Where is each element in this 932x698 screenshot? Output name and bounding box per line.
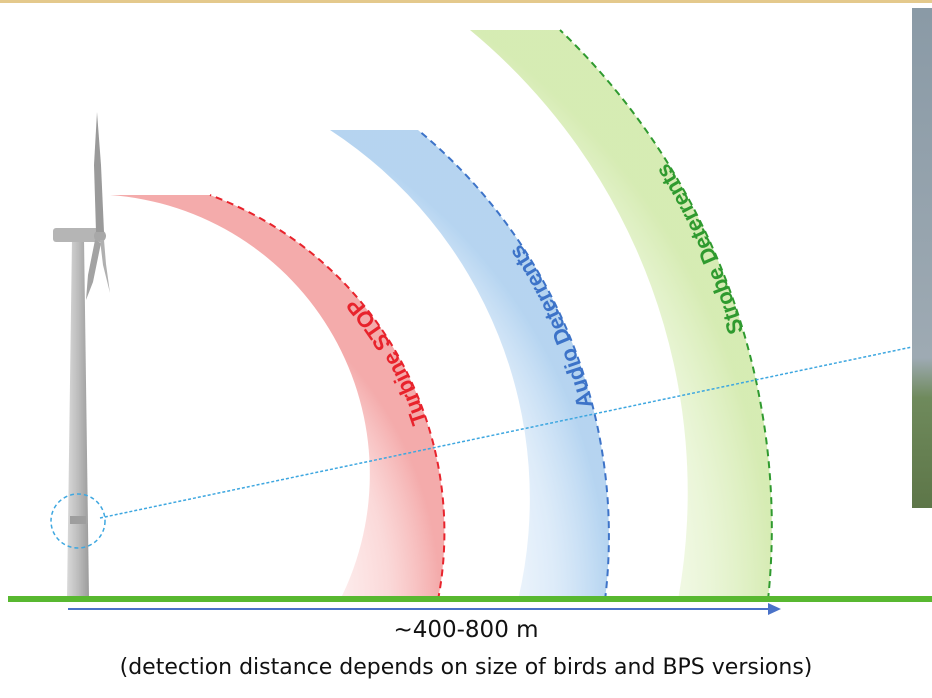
turbine-hub [94,230,106,242]
audio-deterrents-boundary [417,129,610,601]
distance-label: ~400-800 m [393,617,539,643]
turbine-stop-zone-band [110,195,445,600]
ground-line [8,596,932,602]
wind-turbine-icon [53,112,110,598]
side-photo-strip [912,8,932,508]
turbine-blade-down-right [100,240,110,293]
radar-beam-line [99,346,913,519]
strobe-zone-band [470,30,772,600]
turbine-blade-down-left [86,240,101,300]
strobe-deterrents-boundary [559,29,773,601]
turbine-tower [67,238,89,598]
detection-note: (detection distance depends on size of b… [119,655,813,680]
turbine-blade-up [94,112,104,232]
radar-sensor-highlight [50,493,106,549]
radar-sensor [70,516,86,524]
distance-arrow [68,603,781,615]
turbine-stop-boundary [209,194,446,601]
turbine-nacelle [53,228,99,242]
audio-zone-band [330,130,609,600]
